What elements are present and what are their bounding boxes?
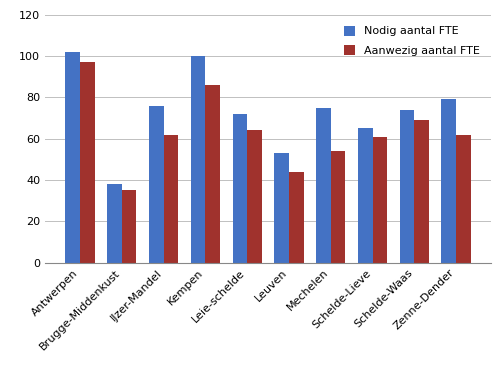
Bar bbox=[247, 130, 262, 263]
Bar bbox=[414, 120, 429, 263]
Bar bbox=[149, 105, 163, 263]
Bar bbox=[65, 52, 80, 263]
Bar bbox=[205, 85, 220, 263]
Bar bbox=[289, 172, 304, 263]
Bar bbox=[441, 99, 456, 263]
Bar bbox=[122, 191, 136, 263]
Bar bbox=[331, 151, 345, 263]
Bar bbox=[275, 153, 289, 263]
Bar bbox=[400, 110, 414, 263]
Bar bbox=[358, 128, 373, 263]
Bar bbox=[456, 135, 471, 263]
Legend: Nodig aantal FTE, Aanwezig aantal FTE: Nodig aantal FTE, Aanwezig aantal FTE bbox=[339, 20, 485, 62]
Bar bbox=[373, 137, 387, 263]
Bar bbox=[316, 108, 331, 263]
Bar bbox=[163, 135, 178, 263]
Bar bbox=[80, 62, 95, 263]
Bar bbox=[232, 114, 247, 263]
Bar bbox=[191, 56, 205, 263]
Bar bbox=[107, 184, 122, 263]
